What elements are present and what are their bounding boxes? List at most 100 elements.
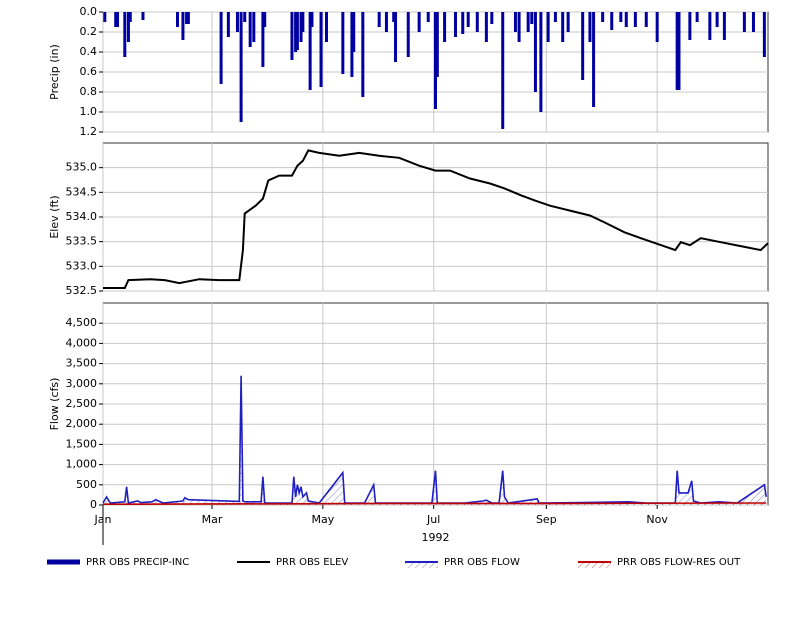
bar — [553, 12, 557, 22]
bar — [453, 12, 457, 37]
legend-hatch — [405, 562, 438, 568]
bar — [252, 12, 256, 42]
bar — [248, 12, 252, 47]
bar — [490, 12, 494, 24]
bar — [239, 12, 243, 122]
bar — [301, 12, 305, 32]
bar — [123, 12, 127, 57]
y-tick-label: 1,000 — [66, 458, 98, 471]
y-tick-label: 2,500 — [66, 397, 98, 410]
bar — [243, 12, 247, 22]
bar — [126, 12, 130, 42]
y-tick-label: 0 — [90, 498, 97, 511]
bar — [762, 12, 766, 57]
bar — [219, 12, 223, 84]
bar — [261, 12, 265, 67]
y-tick-label: 2,000 — [66, 417, 98, 430]
bar — [526, 12, 530, 32]
legend-hatch — [578, 562, 611, 568]
series-line — [102, 502, 767, 505]
y-tick-label: 0.6 — [80, 65, 98, 78]
bar — [588, 12, 592, 42]
bar — [324, 12, 328, 42]
bar — [114, 12, 118, 27]
x-tick-label: Jan — [94, 513, 112, 526]
bar — [517, 12, 521, 42]
bar — [294, 12, 298, 52]
bar — [319, 12, 323, 87]
y-tick-label: 0.8 — [80, 85, 98, 98]
bar — [290, 12, 294, 60]
bar — [310, 12, 314, 27]
x-tick-label: May — [311, 513, 334, 526]
bar — [677, 12, 681, 90]
y-tick-label: 0.4 — [80, 45, 98, 58]
bar — [361, 12, 365, 97]
bar — [350, 12, 354, 77]
y-tick-label: 534.5 — [66, 185, 98, 198]
y-tick-label: 534.0 — [66, 210, 98, 223]
bar — [263, 12, 267, 27]
y-tick-label: 1.0 — [80, 105, 98, 118]
bar — [377, 12, 381, 27]
x-tick-label: Jul — [426, 513, 440, 526]
y-tick-label: 3,000 — [66, 377, 98, 390]
x-tick-label: Mar — [202, 513, 223, 526]
y-tick-label: 1.2 — [80, 125, 98, 138]
bar — [610, 12, 614, 30]
y-tick-label: 532.5 — [66, 284, 98, 297]
y-tick-label: 1,500 — [66, 437, 98, 450]
bar — [644, 12, 648, 27]
bar — [443, 12, 447, 42]
bar — [426, 12, 430, 22]
bar — [435, 12, 439, 77]
legend-label: PRR OBS PRECIP-INC — [86, 557, 189, 568]
legend-label: PRR OBS FLOW — [444, 557, 520, 568]
bar — [742, 12, 746, 32]
bar — [533, 12, 537, 92]
bar — [484, 12, 488, 42]
bar — [308, 12, 312, 90]
bar — [394, 12, 398, 62]
bar — [633, 12, 637, 27]
bar — [186, 12, 190, 24]
bar — [466, 12, 470, 27]
bar — [624, 12, 628, 27]
bar — [513, 12, 517, 32]
bar — [592, 12, 596, 107]
y-tick-label: 535.0 — [66, 161, 98, 174]
bar — [295, 12, 299, 50]
bar — [352, 12, 356, 52]
bar — [235, 12, 239, 32]
bar — [722, 12, 726, 40]
y-tick-label: 0.0 — [80, 5, 98, 18]
y-axis-label: Precip (in) — [48, 44, 61, 100]
bar — [715, 12, 719, 27]
bar — [501, 12, 505, 129]
bar — [461, 12, 465, 34]
bar — [655, 12, 659, 42]
y-tick-label: 533.5 — [66, 235, 98, 248]
bar — [103, 12, 107, 22]
bar — [128, 12, 132, 22]
y-tick-label: 4,000 — [66, 336, 98, 349]
bar — [751, 12, 755, 32]
bar — [141, 12, 145, 20]
bar — [226, 12, 230, 37]
legend-label: PRR OBS ELEV — [276, 557, 348, 568]
bar — [581, 12, 585, 80]
legend-label: PRR OBS FLOW-RES OUT — [617, 557, 741, 568]
bar — [475, 12, 479, 32]
bar — [175, 12, 179, 27]
y-tick-label: 4,500 — [66, 316, 98, 329]
bar — [619, 12, 623, 22]
bar — [675, 12, 679, 90]
x-tick-label: Sep — [536, 513, 557, 526]
series-line — [103, 149, 769, 289]
bar — [417, 12, 421, 32]
bar — [434, 12, 437, 109]
y-tick-label: 0.2 — [80, 25, 98, 38]
bar — [546, 12, 550, 42]
bar — [185, 12, 189, 24]
